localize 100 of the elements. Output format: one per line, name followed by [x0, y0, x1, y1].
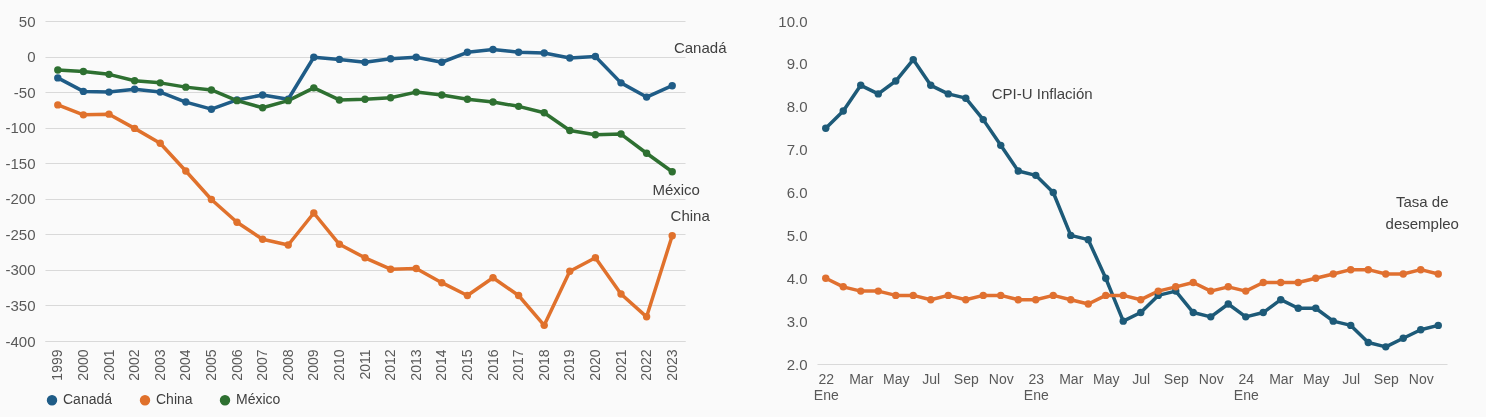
x-tick-label: 2003	[151, 349, 168, 381]
legend-label: China	[156, 391, 193, 408]
point	[1154, 287, 1162, 295]
point	[335, 240, 344, 248]
point	[944, 291, 952, 300]
point	[361, 254, 369, 262]
point	[489, 45, 497, 54]
text: México	[652, 180, 700, 198]
x-tick-label: 2010	[330, 349, 347, 381]
point	[130, 77, 139, 85]
point	[335, 55, 344, 64]
point	[258, 235, 267, 244]
x-tick-label: 2019	[561, 349, 578, 381]
point	[514, 291, 523, 300]
point	[540, 109, 548, 117]
point	[668, 82, 676, 90]
point	[617, 130, 625, 138]
point	[1172, 283, 1180, 291]
point	[1294, 278, 1302, 287]
point	[1207, 287, 1215, 295]
point	[412, 264, 420, 273]
point	[233, 218, 241, 226]
y-tick-label: 2.0	[786, 355, 808, 373]
x-tick-label: Jul	[1132, 370, 1151, 387]
point	[962, 295, 970, 304]
point	[566, 126, 574, 135]
point	[1119, 317, 1127, 325]
point	[1312, 304, 1320, 312]
point	[182, 83, 190, 91]
point	[361, 95, 369, 103]
point	[927, 81, 935, 90]
point	[566, 54, 574, 62]
point	[540, 321, 548, 330]
point	[1189, 308, 1197, 317]
point	[1259, 308, 1267, 317]
point	[642, 313, 651, 321]
point	[156, 88, 164, 96]
y-tick-label: 50	[18, 12, 36, 30]
point	[335, 96, 344, 104]
x-tick-label: 24 Ene	[1233, 370, 1259, 403]
point	[979, 291, 987, 300]
y-tick-label: -350	[5, 296, 36, 314]
point	[668, 232, 676, 240]
point	[1277, 295, 1285, 304]
point	[1224, 283, 1232, 291]
text: Canadá	[673, 38, 727, 56]
point	[1242, 287, 1250, 295]
point	[1032, 171, 1040, 180]
point	[1067, 295, 1075, 304]
point	[79, 67, 88, 76]
point	[79, 111, 88, 119]
point	[617, 290, 625, 298]
point	[79, 87, 88, 96]
point	[156, 79, 164, 87]
x-tick-label: 2015	[458, 349, 475, 381]
point	[591, 254, 600, 262]
y-tick-label: 4.0	[786, 269, 808, 287]
x-tick-label: 22 Ene	[813, 370, 839, 403]
point	[310, 84, 318, 92]
point	[386, 94, 395, 102]
point	[591, 52, 600, 61]
point	[892, 77, 900, 85]
x-tick-label: Jul	[922, 370, 941, 387]
point	[1102, 274, 1110, 282]
point	[1277, 278, 1285, 287]
point	[642, 149, 651, 157]
point	[1382, 270, 1390, 278]
point	[1137, 295, 1145, 304]
x-tick-label: May	[1303, 370, 1330, 387]
point	[182, 98, 190, 106]
point	[566, 267, 574, 276]
point	[463, 95, 472, 103]
x-tick-label: Sep	[953, 370, 979, 387]
point	[1224, 300, 1232, 308]
y-tick-label: 7.0	[786, 141, 808, 159]
y-tick-label: -300	[5, 261, 36, 279]
point	[997, 141, 1005, 150]
point	[1434, 321, 1442, 330]
y-tick-label: 0	[27, 48, 36, 66]
point	[1102, 291, 1110, 300]
point	[412, 53, 420, 61]
point	[1417, 326, 1425, 334]
x-tick-label: 2022	[638, 349, 655, 381]
x-tick-label: Sep	[1163, 370, 1189, 387]
point	[1242, 313, 1250, 321]
y-tick-label: -250	[5, 225, 36, 243]
point	[1049, 291, 1057, 300]
series-label: CPI-U Inflación	[991, 85, 1093, 103]
x-tick-label: 2000	[74, 349, 91, 381]
point	[1137, 308, 1145, 317]
x-tick-label: Nov	[988, 370, 1014, 387]
x-tick-label: 2021	[612, 349, 629, 381]
point	[1382, 343, 1390, 351]
point	[1364, 338, 1372, 347]
x-tick-label: 2008	[279, 349, 296, 381]
point	[1084, 235, 1092, 244]
point	[1364, 265, 1372, 274]
point	[909, 55, 917, 64]
point	[130, 124, 139, 133]
y-tick-label: 5.0	[786, 226, 808, 244]
